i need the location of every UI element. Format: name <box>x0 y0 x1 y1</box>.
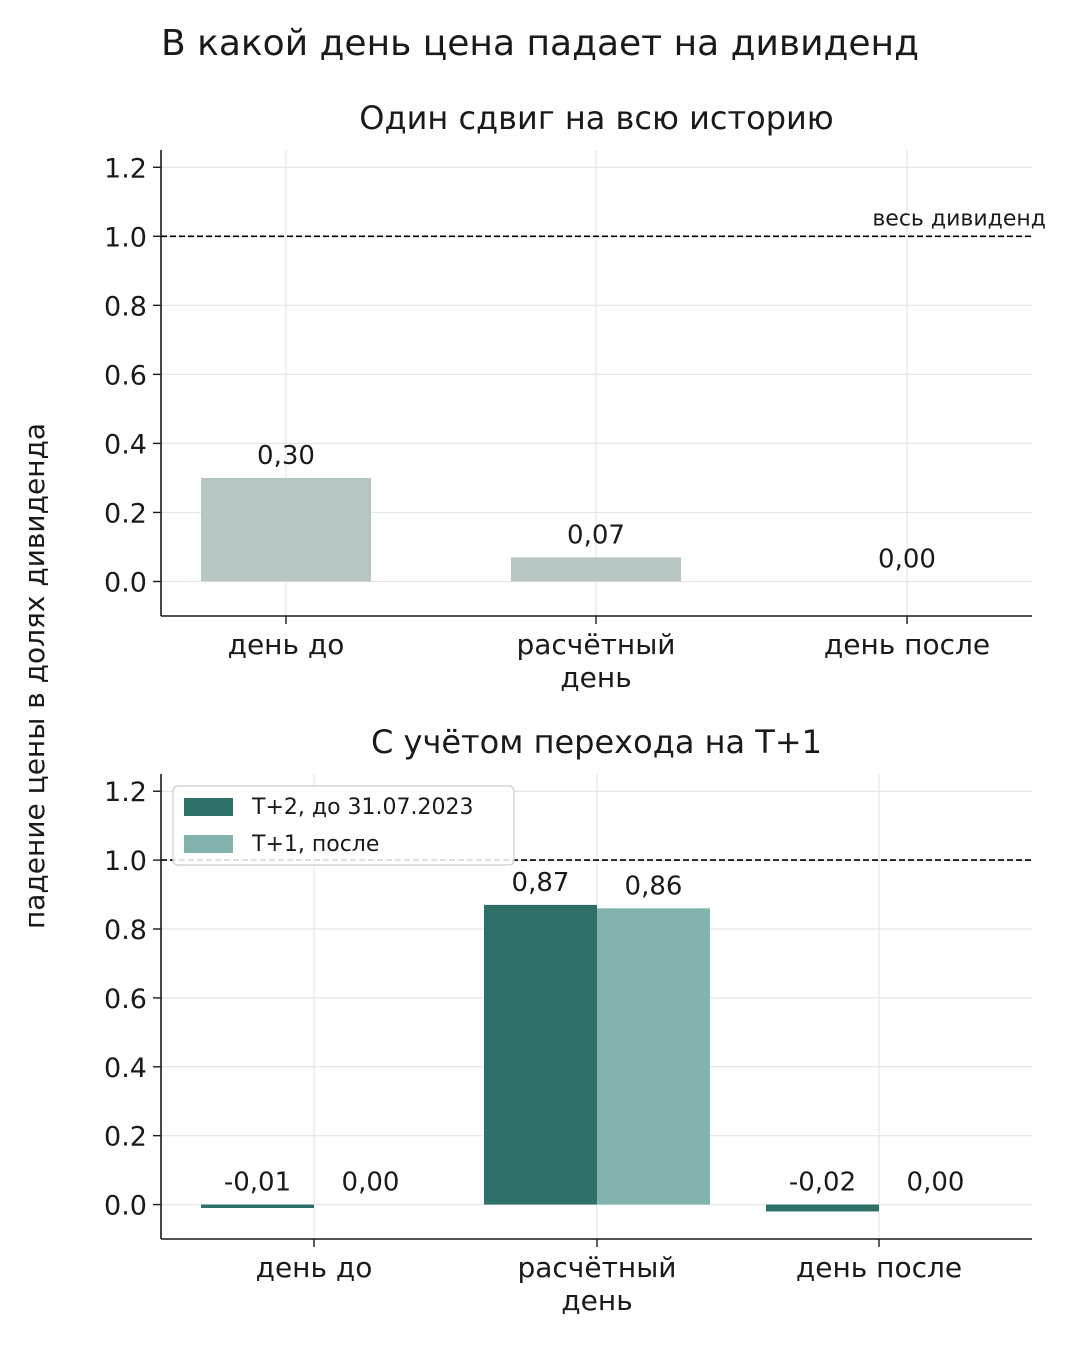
y-tick-label: 1.0 <box>104 846 147 877</box>
y-tick-label: 0.2 <box>104 498 147 529</box>
reference-line-label: весь дивиденд <box>872 206 1046 231</box>
legend-entry-label: T+2, до 31.07.2023 <box>251 795 473 820</box>
bar-value-label: 0,07 <box>567 520 625 550</box>
panel-t1-transition: С учётом перехода на T+1 -0,01 0,87 -0,02 0,… <box>104 723 1032 1317</box>
y-tick-label: 1.0 <box>104 222 147 253</box>
x-tick-label: расчётный <box>516 628 675 661</box>
panel-single-shift: Один сдвиг на всю историю 0,30 0,07 0,00 вес… <box>104 99 1046 694</box>
bar <box>484 904 597 1205</box>
panel-title: Один сдвиг на всю историю <box>359 99 833 137</box>
x-tick-label: день <box>561 1284 632 1317</box>
y-axis-label: падение цены в долях дивиденда <box>18 423 51 929</box>
bar-value-label: 0,87 <box>512 868 570 898</box>
panel-title: С учётом перехода на T+1 <box>371 723 822 761</box>
y-tick-label: 0.8 <box>104 915 147 946</box>
y-tick-label: 0.4 <box>104 429 147 460</box>
legend-swatch <box>184 835 233 853</box>
x-tick-label: день до <box>228 628 345 661</box>
bar-value-label: 0,00 <box>342 1168 400 1198</box>
y-tick-label: 0.6 <box>104 360 147 391</box>
bar-value-label: -0,02 <box>789 1168 856 1198</box>
legend-swatch <box>184 798 233 816</box>
bar <box>766 1204 879 1212</box>
bar <box>201 1204 314 1208</box>
y-tick-label: 0.8 <box>104 291 147 322</box>
y-tick-label: 0.4 <box>104 1053 147 1084</box>
bar-value-label: 0,30 <box>257 441 315 471</box>
x-tick-label: день до <box>256 1251 373 1284</box>
bar-value-label: -0,01 <box>224 1168 291 1198</box>
x-tick-label: расчётный <box>517 1251 676 1284</box>
bar <box>201 477 371 582</box>
bar <box>597 908 710 1205</box>
x-tick-label: день <box>560 661 631 694</box>
figure-title: В какой день цена падает на дивиденд <box>161 23 919 64</box>
y-tick-label: 0.2 <box>104 1122 147 1153</box>
bar-value-label: 0,00 <box>878 544 936 574</box>
legend-entry-label: T+1, после <box>251 832 379 857</box>
y-tick-label: 0.0 <box>104 567 147 598</box>
x-tick-label: день после <box>824 628 990 661</box>
y-tick-label: 0.6 <box>104 984 147 1015</box>
legend-box <box>172 785 515 866</box>
y-tick-label: 0.0 <box>104 1191 147 1222</box>
y-tick-label: 1.2 <box>104 777 147 808</box>
bar <box>511 557 681 582</box>
legend: T+2, до 31.07.2023 T+1, после <box>172 785 515 866</box>
bar-value-label: 0,00 <box>907 1168 965 1198</box>
x-tick-label: день после <box>796 1251 962 1284</box>
y-tick-label: 1.2 <box>104 153 147 184</box>
bar-value-label: 0,86 <box>625 871 683 901</box>
